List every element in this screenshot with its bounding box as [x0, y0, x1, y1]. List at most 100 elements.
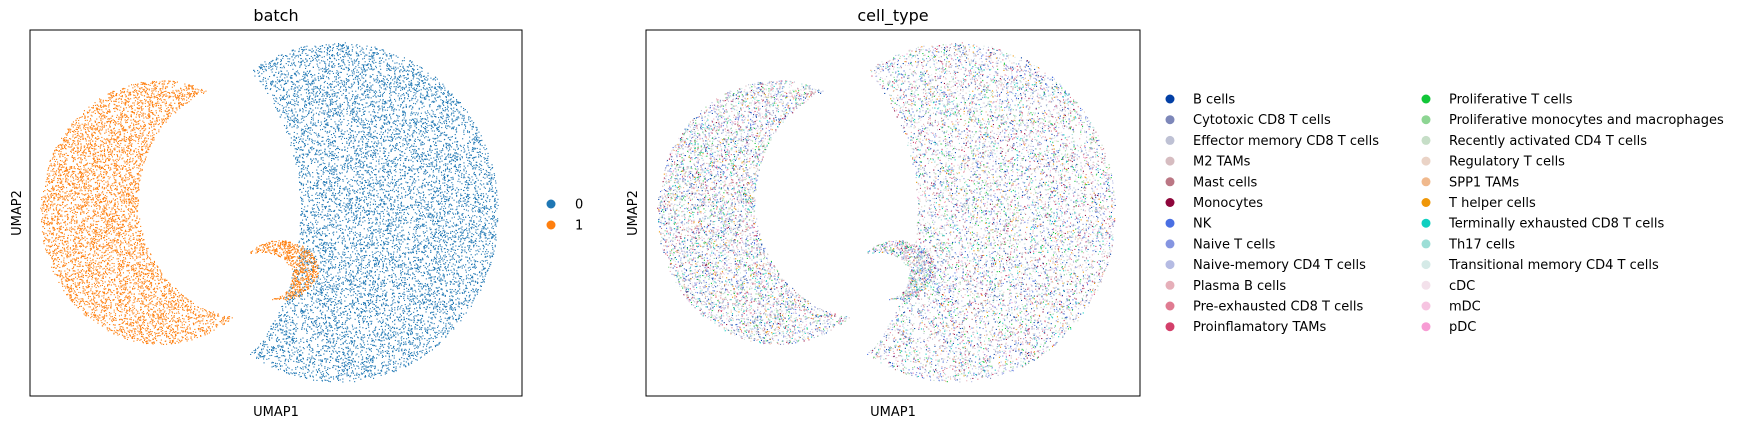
scatter-point — [374, 154, 376, 156]
scatter-point — [412, 182, 414, 184]
scatter-point — [331, 158, 333, 160]
scatter-point — [458, 237, 460, 239]
scatter-point — [377, 241, 379, 243]
scatter-point — [354, 120, 356, 122]
scatter-point — [328, 322, 330, 324]
scatter-point — [347, 60, 349, 62]
scatter-point — [313, 285, 315, 287]
scatter-point — [327, 201, 329, 203]
scatter-point — [296, 127, 298, 129]
scatter-point — [468, 222, 470, 224]
scatter-point — [396, 226, 398, 228]
scatter-point — [483, 195, 485, 197]
scatter-point — [304, 289, 306, 291]
scatter-point — [451, 309, 453, 311]
scatter-point — [368, 247, 370, 249]
scatter-point — [401, 326, 403, 328]
scatter-point — [484, 161, 486, 163]
scatter-point — [351, 262, 353, 264]
scatter-point — [436, 161, 438, 163]
scatter-point — [428, 269, 430, 271]
scatter-point — [386, 350, 388, 352]
scatter-point — [370, 171, 372, 173]
scatter-point — [418, 107, 420, 109]
scatter-point — [440, 99, 442, 101]
scatter-point — [352, 271, 354, 273]
scatter-point — [280, 114, 282, 116]
scatter-point — [431, 263, 433, 265]
scatter-point — [343, 248, 345, 250]
scatter-point — [360, 336, 362, 338]
scatter-point — [352, 158, 354, 160]
scatter-point — [414, 326, 416, 328]
scatter-point — [275, 81, 277, 83]
scatter-point — [366, 123, 368, 125]
scatter-point — [270, 69, 272, 71]
scatter-point — [273, 98, 275, 100]
scatter-point — [382, 321, 384, 323]
scatter-point — [305, 107, 307, 109]
scatter-point — [420, 336, 422, 338]
scatter-point — [414, 278, 416, 280]
scatter-point — [283, 334, 285, 336]
scatter-point — [390, 78, 392, 80]
scatter-point — [374, 291, 376, 293]
scatter-point — [322, 371, 324, 373]
scatter-point — [388, 130, 390, 132]
scatter-point — [287, 118, 289, 120]
scatter-point — [328, 64, 330, 66]
scatter-point — [423, 265, 425, 267]
scatter-point — [449, 160, 451, 162]
scatter-point — [447, 189, 449, 191]
scatter-point — [333, 195, 335, 197]
scatter-point — [483, 228, 485, 230]
scatter-point — [350, 280, 352, 282]
scatter-point — [443, 293, 445, 295]
scatter-point — [328, 110, 330, 112]
scatter-point — [395, 360, 397, 362]
scatter-point — [394, 175, 396, 177]
scatter-point — [429, 146, 431, 148]
scatter-point — [339, 366, 341, 368]
scatter-point — [398, 184, 400, 186]
scatter-point — [426, 328, 428, 330]
scatter-point — [450, 250, 452, 252]
scatter-point — [309, 374, 311, 376]
scatter-point — [409, 135, 411, 137]
scatter-point — [462, 264, 464, 266]
scatter-point — [397, 332, 399, 334]
scatter-point — [417, 337, 419, 339]
scatter-point — [386, 160, 388, 162]
scatter-point — [485, 219, 487, 221]
scatter-point — [297, 104, 299, 106]
scatter-point — [264, 341, 266, 343]
scatter-point — [347, 166, 349, 168]
scatter-point — [366, 310, 368, 312]
scatter-point — [328, 138, 330, 140]
scatter-point — [317, 275, 319, 277]
scatter-point — [372, 52, 374, 54]
scatter-point — [379, 346, 381, 348]
scatter-point — [335, 216, 337, 218]
scatter-point — [347, 105, 349, 107]
scatter-point — [337, 272, 339, 274]
scatter-point — [308, 98, 310, 100]
scatter-point — [326, 167, 328, 169]
scatter-point — [415, 263, 417, 265]
scatter-point — [329, 205, 331, 207]
scatter-point — [429, 163, 431, 165]
scatter-point — [367, 213, 369, 215]
scatter-point — [475, 126, 477, 128]
scatter-point — [379, 86, 381, 88]
scatter-point — [333, 310, 335, 312]
scatter-point — [437, 203, 439, 205]
scatter-point — [342, 282, 344, 284]
scatter-point — [420, 112, 422, 114]
scatter-point — [466, 256, 468, 258]
scatter-point — [452, 154, 454, 156]
scatter-point — [288, 96, 290, 98]
scatter-point — [391, 126, 393, 128]
scatter-point — [389, 99, 391, 101]
scatter-point — [382, 57, 384, 59]
scatter-point — [306, 330, 308, 332]
